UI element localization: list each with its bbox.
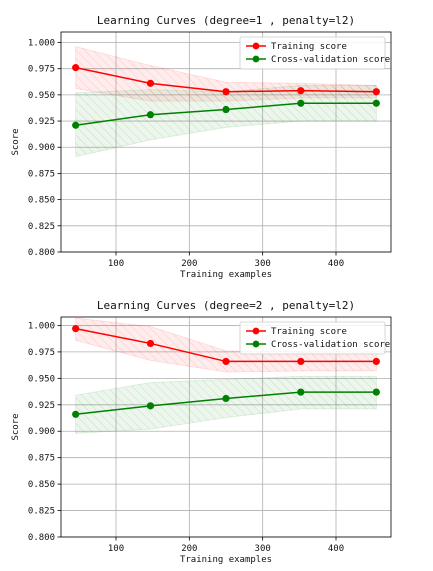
legend: Training score Cross-validation score xyxy=(239,321,390,355)
x-tick-label: 300 xyxy=(255,544,271,554)
legend-marker-cross-validation xyxy=(252,55,260,63)
y-tick-label: 0.825 xyxy=(28,222,55,232)
legend-marker-training xyxy=(252,42,260,50)
legend-box xyxy=(239,321,386,355)
point-cross-validation xyxy=(72,410,80,418)
axes-frame xyxy=(60,316,392,538)
point-training xyxy=(372,88,380,96)
chart-title: Learning Curves (degree=2 , penalty=l2) xyxy=(97,299,355,312)
y-tick-label: 0.800 xyxy=(28,533,55,543)
y-tick-label: 0.925 xyxy=(28,401,55,411)
chart-title: Learning Curves (degree=1 , penalty=l2) xyxy=(97,14,355,27)
legend-label-training: Training score xyxy=(271,42,347,52)
y-tick-label: 0.800 xyxy=(28,248,55,258)
x-tick-label: 200 xyxy=(181,544,197,554)
legend-label-training: Training score xyxy=(271,327,347,337)
point-training xyxy=(146,79,155,87)
x-tick-label: 400 xyxy=(328,544,344,554)
y-axis-label: Score xyxy=(11,128,21,155)
y-tick-label: 1.000 xyxy=(28,38,55,48)
point-cross-validation xyxy=(297,99,305,107)
point-cross-validation xyxy=(297,388,305,396)
point-training xyxy=(297,87,305,95)
y-tick-label: 0.975 xyxy=(28,65,55,75)
x-tick-label: 300 xyxy=(255,259,271,269)
y-tick-label: 0.925 xyxy=(28,117,55,127)
y-tick-label: 0.850 xyxy=(28,480,55,490)
y-tick-label: 0.850 xyxy=(28,196,55,206)
legend-label-cross-validation: Cross-validation score xyxy=(271,340,390,350)
point-cross-validation xyxy=(146,402,155,410)
point-training xyxy=(146,339,155,348)
point-cross-validation xyxy=(222,394,230,403)
x-axis-label: Training examples xyxy=(180,555,272,565)
chart-2: 100 200 300 400 0.800 0.825 0.850 0.875 0.900 0.9… xyxy=(11,299,392,565)
y-tick-label: 0.975 xyxy=(28,348,55,358)
axes-frame xyxy=(60,31,392,253)
y-axis-label: Score xyxy=(11,413,21,440)
point-cross-validation xyxy=(72,121,80,129)
y-tick-label: 0.900 xyxy=(28,143,55,153)
legend-label-cross-validation: Cross-validation score xyxy=(271,55,390,65)
x-tick-label: 100 xyxy=(108,259,124,269)
point-cross-validation xyxy=(222,105,230,114)
y-tick-label: 0.875 xyxy=(28,169,55,179)
x-tick-label: 100 xyxy=(108,544,124,554)
point-cross-validation xyxy=(146,111,155,119)
legend-marker-cross-validation xyxy=(252,340,260,348)
y-tick-label: 0.950 xyxy=(28,91,55,101)
point-cross-validation xyxy=(372,388,380,396)
legend: Training score Cross-validation score xyxy=(239,36,390,70)
y-tick-label: 0.875 xyxy=(28,454,55,464)
point-training xyxy=(222,88,230,96)
y-tick-label: 0.825 xyxy=(28,507,55,517)
y-tick-label: 0.950 xyxy=(28,374,55,384)
x-tick-label: 400 xyxy=(328,259,344,269)
legend-box xyxy=(239,36,386,70)
point-training xyxy=(372,357,380,366)
chart-1: 100 200 300 400 0.800 0.825 0.850 0.875 0.900 0.9… xyxy=(11,14,392,280)
point-training xyxy=(72,325,80,333)
point-training xyxy=(297,357,305,366)
point-training xyxy=(222,357,230,366)
point-training xyxy=(72,64,80,72)
y-tick-label: 0.900 xyxy=(28,427,55,437)
x-tick-label: 200 xyxy=(181,259,197,269)
y-tick-label: 1.000 xyxy=(28,321,55,331)
x-axis-label: Training examples xyxy=(180,270,272,280)
point-cross-validation xyxy=(372,99,380,107)
legend-marker-training xyxy=(252,327,260,335)
